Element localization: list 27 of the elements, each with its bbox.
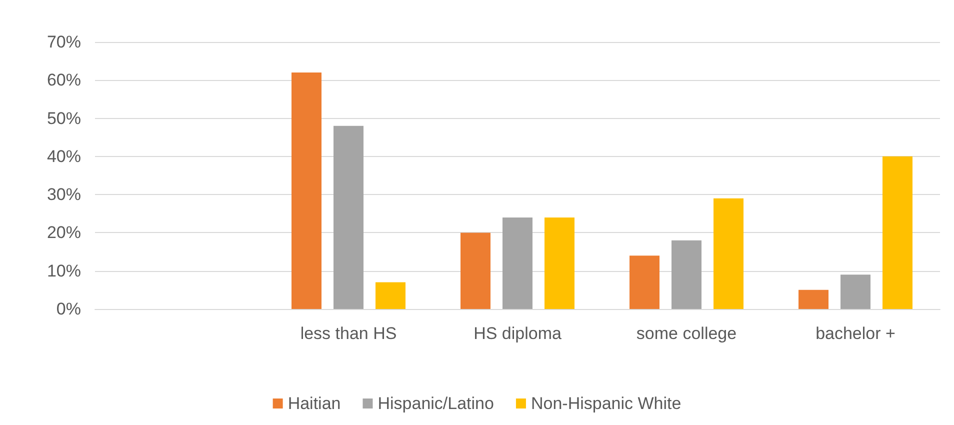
y-tick-label: 30% (46, 185, 81, 204)
y-tick-label: 20% (46, 223, 81, 242)
y-tick-label: 70% (46, 32, 81, 52)
bar (292, 72, 322, 309)
bar (882, 156, 912, 309)
x-tick-label: bachelor + (816, 324, 896, 343)
y-tick-label: 0% (56, 300, 81, 318)
bar (376, 282, 406, 309)
bar (460, 232, 490, 309)
bar (334, 126, 364, 309)
legend-label: Haitian (288, 394, 341, 413)
x-tick-label: less than HS (300, 324, 397, 343)
bar (798, 290, 828, 309)
bar (672, 240, 702, 309)
bar (840, 274, 870, 309)
y-tick-label: 50% (46, 108, 81, 128)
bar (544, 217, 574, 309)
x-tick-label: HS diploma (474, 324, 562, 343)
bar (630, 256, 660, 309)
legend-label: Hispanic/Latino (378, 394, 494, 413)
y-tick-label: 10% (46, 261, 81, 280)
legend-label: Non-Hispanic White (530, 394, 682, 413)
bar (502, 217, 532, 309)
bar (714, 198, 744, 309)
y-tick-label: 60% (46, 70, 81, 90)
y-tick-label: 40% (46, 146, 81, 166)
x-tick-label: some college (636, 324, 737, 343)
